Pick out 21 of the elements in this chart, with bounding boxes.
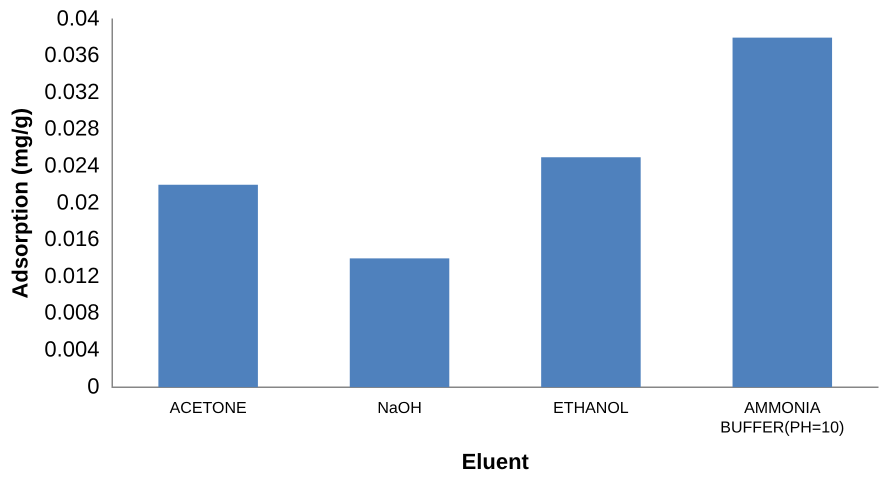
y-tick-label: 0.012 [44, 262, 100, 288]
y-tick-label: 0.028 [44, 116, 100, 141]
x-tick-label: ETHANOL [553, 400, 629, 418]
bar [158, 184, 258, 388]
bar [350, 258, 450, 388]
y-tick-label: 0 [87, 373, 100, 398]
y-tick-label: 0.004 [44, 336, 100, 362]
y-tick-label: 0.032 [44, 78, 100, 104]
y-tick-label: 0.02 [56, 189, 100, 214]
x-tick-label: ACETONE [170, 400, 247, 418]
y-tick-label: 0.036 [44, 42, 100, 68]
x-tick-label: AMMONIA BUFFER(PH=10) [720, 400, 844, 436]
x-axis-title: Eluent [462, 448, 530, 474]
y-tick-label: 0.008 [44, 300, 100, 325]
bar [541, 157, 641, 388]
y-tick-label: 0.016 [44, 226, 100, 252]
bar [732, 38, 832, 388]
x-tick-label: NaOH [377, 400, 422, 418]
y-axis-title: Adsorption (mg/g) [7, 108, 32, 299]
y-tick-label: 0.024 [44, 152, 100, 178]
y-tick-label: 0.04 [56, 5, 100, 30]
